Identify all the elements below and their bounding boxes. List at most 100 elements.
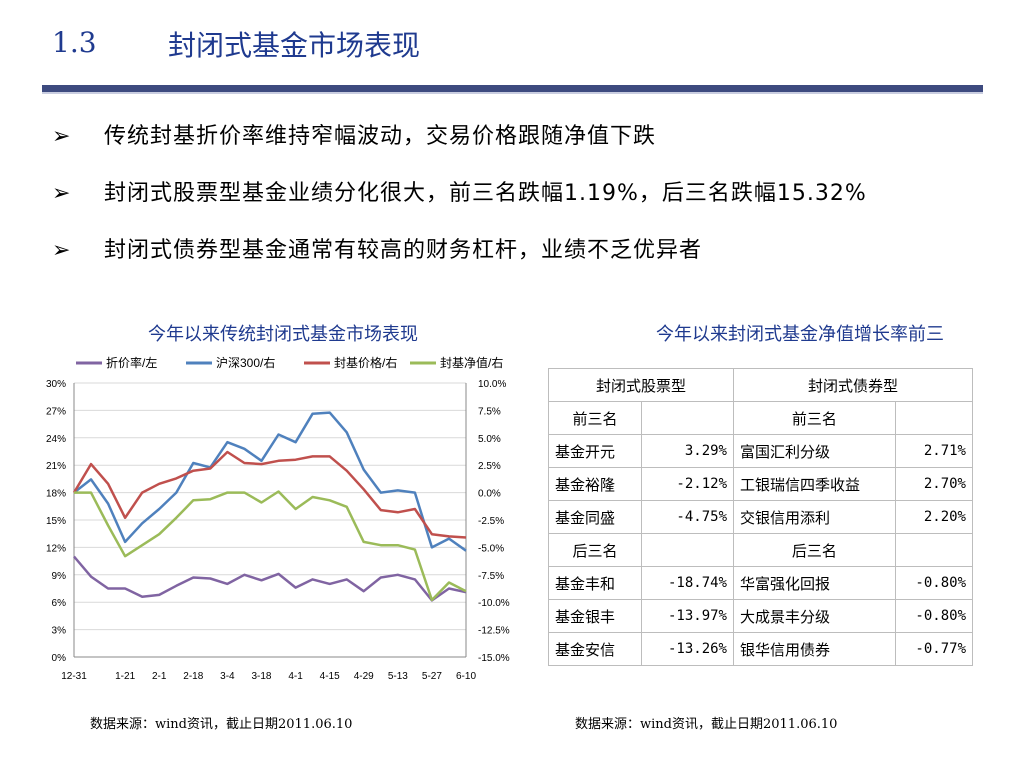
legend-label: 沪深300/右 (216, 355, 275, 370)
right-tick-label: 0.0% (478, 489, 501, 500)
bond-fund-name: 华富强化回报 (733, 566, 896, 600)
left-tick-label: 6% (52, 598, 67, 609)
col-header-stock: 封闭式股票型 (548, 368, 734, 402)
stock-fund-name: 基金安信 (547, 632, 643, 666)
group-label: 前三名 (733, 401, 896, 435)
x-tick-label: 3-4 (220, 671, 235, 682)
right-tick-label: -15.0% (478, 653, 510, 664)
group-label: 后三名 (547, 533, 643, 567)
stock-fund-name: 基金丰和 (547, 566, 643, 600)
bullet-text: 封闭式债券型基金通常有较高的财务杠杆，业绩不乏优异者 (104, 238, 703, 263)
right-tick-label: -10.0% (478, 598, 510, 609)
series-line (74, 490, 467, 602)
arrow-bullet-icon: ➢ (52, 181, 71, 206)
stock-fund-value: -2.12% (641, 467, 734, 501)
stock-fund-value: -13.97% (641, 599, 734, 633)
left-tick-label: 27% (46, 406, 66, 417)
right-tick-label: 2.5% (478, 461, 501, 472)
left-tick-label: 12% (46, 543, 66, 554)
group-label: 前三名 (547, 401, 643, 435)
left-tick-label: 18% (46, 489, 66, 500)
bullet-text: 封闭式股票型基金业绩分化很大，前三名跌幅1.19%，后三名跌幅15.32% (104, 181, 867, 206)
x-tick-label: 4-29 (354, 671, 374, 682)
bond-fund-value: -0.80% (894, 599, 974, 633)
table-row: 基金裕隆 -2.12% 工银瑞信四季收益 2.70% (547, 467, 974, 501)
stock-fund-value: -4.75% (641, 500, 734, 534)
right-tick-label: 7.5% (478, 406, 501, 417)
bond-fund-name: 银华信用债券 (733, 632, 896, 666)
bond-fund-value: 2.71% (894, 434, 974, 468)
right-tick-label: 5.0% (478, 434, 501, 445)
left-tick-label: 15% (46, 516, 66, 527)
stock-fund-value: -18.74% (641, 566, 734, 600)
bond-fund-value: -0.77% (894, 632, 974, 666)
bond-fund-value: 2.20% (894, 500, 974, 534)
left-tick-label: 3% (52, 626, 67, 637)
group-row-bottom: 后三名 后三名 (547, 533, 974, 567)
legend-label: 封基净值/右 (440, 355, 503, 370)
x-tick-label: 6-10 (456, 671, 476, 682)
table-row: 基金丰和 -18.74% 华富强化回报 -0.80% (547, 566, 974, 600)
arrow-bullet-icon: ➢ (52, 238, 71, 263)
left-tick-label: 24% (46, 434, 66, 445)
x-tick-label: 5-13 (388, 671, 408, 682)
arrow-bullet-icon: ➢ (52, 124, 71, 149)
right-tick-label: 10.0% (478, 379, 506, 390)
bond-fund-name: 工银瑞信四季收益 (733, 467, 896, 501)
empty-cell (641, 533, 734, 567)
legend-label: 折价率/左 (106, 355, 157, 370)
bullet-text: 传统封基折价率维持窄幅波动，交易价格跟随净值下跌 (104, 124, 657, 149)
bond-fund-value: -0.80% (894, 566, 974, 600)
bond-fund-name: 大成景丰分级 (733, 599, 896, 633)
right-tick-label: -5.0% (478, 543, 504, 554)
x-tick-label: 5-27 (422, 671, 442, 682)
stock-fund-name: 基金开元 (547, 434, 643, 468)
x-tick-label: 4-15 (320, 671, 340, 682)
empty-cell (894, 533, 974, 567)
stock-fund-value: -13.26% (641, 632, 734, 666)
x-tick-label: 2-1 (152, 671, 167, 682)
stock-fund-name: 基金银丰 (547, 599, 643, 633)
stock-fund-name: 基金裕隆 (547, 467, 643, 501)
stock-fund-name: 基金同盛 (547, 500, 643, 534)
header-rule (42, 85, 983, 92)
right-tick-label: -7.5% (478, 571, 504, 582)
right-source-note: 数据来源：wind资讯，截止日期2011.06.10 (575, 717, 838, 732)
left-tick-label: 9% (52, 571, 67, 582)
left-source-note: 数据来源：wind资讯，截止日期2011.06.10 (90, 717, 353, 732)
col-header-bond: 封闭式债券型 (733, 368, 973, 402)
x-tick-label: 4-1 (288, 671, 303, 682)
legend-label: 封基价格/右 (334, 355, 397, 370)
x-tick-label: 1-21 (115, 671, 135, 682)
x-tick-label: 2-18 (183, 671, 203, 682)
slide-header: 1.3 封闭式基金市场表现 (0, 0, 1023, 100)
table-row: 基金开元 3.29% 富国汇利分级 2.71% (547, 434, 974, 468)
series-line (72, 450, 467, 539)
bond-fund-value: 2.70% (894, 467, 974, 501)
bond-fund-name: 交银信用添利 (733, 500, 896, 534)
x-tick-label: 3-18 (251, 671, 271, 682)
bullet-item: ➢ 封闭式债券型基金通常有较高的财务杠杆，业绩不乏优异者 (52, 234, 1002, 291)
right-tick-label: -12.5% (478, 626, 510, 637)
table-header-row: 封闭式股票型 封闭式债券型 (548, 368, 973, 402)
bullet-item: ➢ 封闭式股票型基金业绩分化很大，前三名跌幅1.19%，后三名跌幅15.32% (52, 177, 1002, 234)
section-number: 1.3 (52, 26, 97, 59)
group-label: 后三名 (733, 533, 896, 567)
market-performance-chart: 0% 3% 6% 9% 12% 15% 18% 21% 24% 27% 30% -15.0% -12.5… (46, 355, 510, 682)
bullet-list: ➢ 传统封基折价率维持窄幅波动，交易价格跟随净值下跌 ➢ 封闭式股票型基金业绩分… (52, 120, 1002, 291)
stock-fund-value: 3.29% (641, 434, 734, 468)
left-chart-title: 今年以来传统封闭式基金市场表现 (148, 324, 418, 345)
right-tick-label: -2.5% (478, 516, 504, 527)
series-line (73, 555, 467, 602)
table-row: 基金安信 -13.26% 银华信用债券 -0.77% (547, 632, 974, 666)
table-row: 基金同盛 -4.75% 交银信用添利 2.20% (547, 500, 974, 534)
left-tick-label: 21% (46, 461, 66, 472)
series-line (73, 411, 467, 552)
bond-fund-name: 富国汇利分级 (733, 434, 896, 468)
section-title: 封闭式基金市场表现 (168, 29, 421, 62)
x-tick-label: 12-31 (61, 671, 87, 682)
header-rule-shadow (42, 92, 983, 94)
bullet-item: ➢ 传统封基折价率维持窄幅波动，交易价格跟随净值下跌 (52, 120, 1002, 177)
right-table-title: 今年以来封闭式基金净值增长率前三 (656, 324, 944, 345)
left-tick-label: 0% (52, 653, 67, 664)
